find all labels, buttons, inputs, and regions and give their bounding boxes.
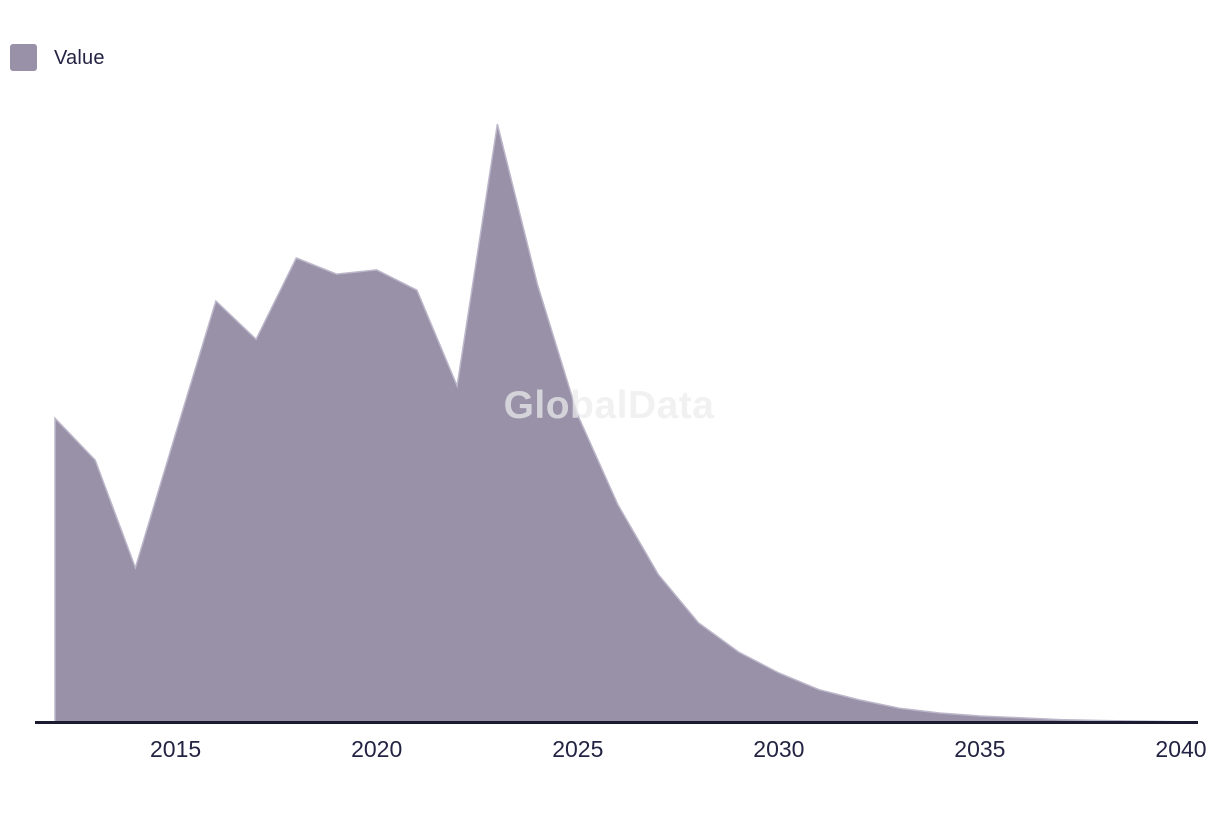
legend-swatch-icon (10, 44, 37, 71)
x-tick-label: 2030 (753, 736, 805, 762)
legend-label: Value (54, 46, 105, 69)
area-series-fill (55, 124, 1181, 722)
x-tick-label: 2035 (954, 736, 1006, 762)
x-axis-line (35, 721, 1198, 724)
x-tick-label: 2015 (150, 736, 202, 762)
x-tick-label: 2020 (351, 736, 403, 762)
x-tick-label: 2025 (552, 736, 604, 762)
legend-item-value[interactable]: Value (10, 44, 105, 71)
x-tick-label: 2040 (1155, 736, 1207, 762)
area-series-outline (54, 123, 1182, 723)
x-axis-labels: 2015 2020 2025 2030 2035 2040 (0, 738, 1220, 768)
